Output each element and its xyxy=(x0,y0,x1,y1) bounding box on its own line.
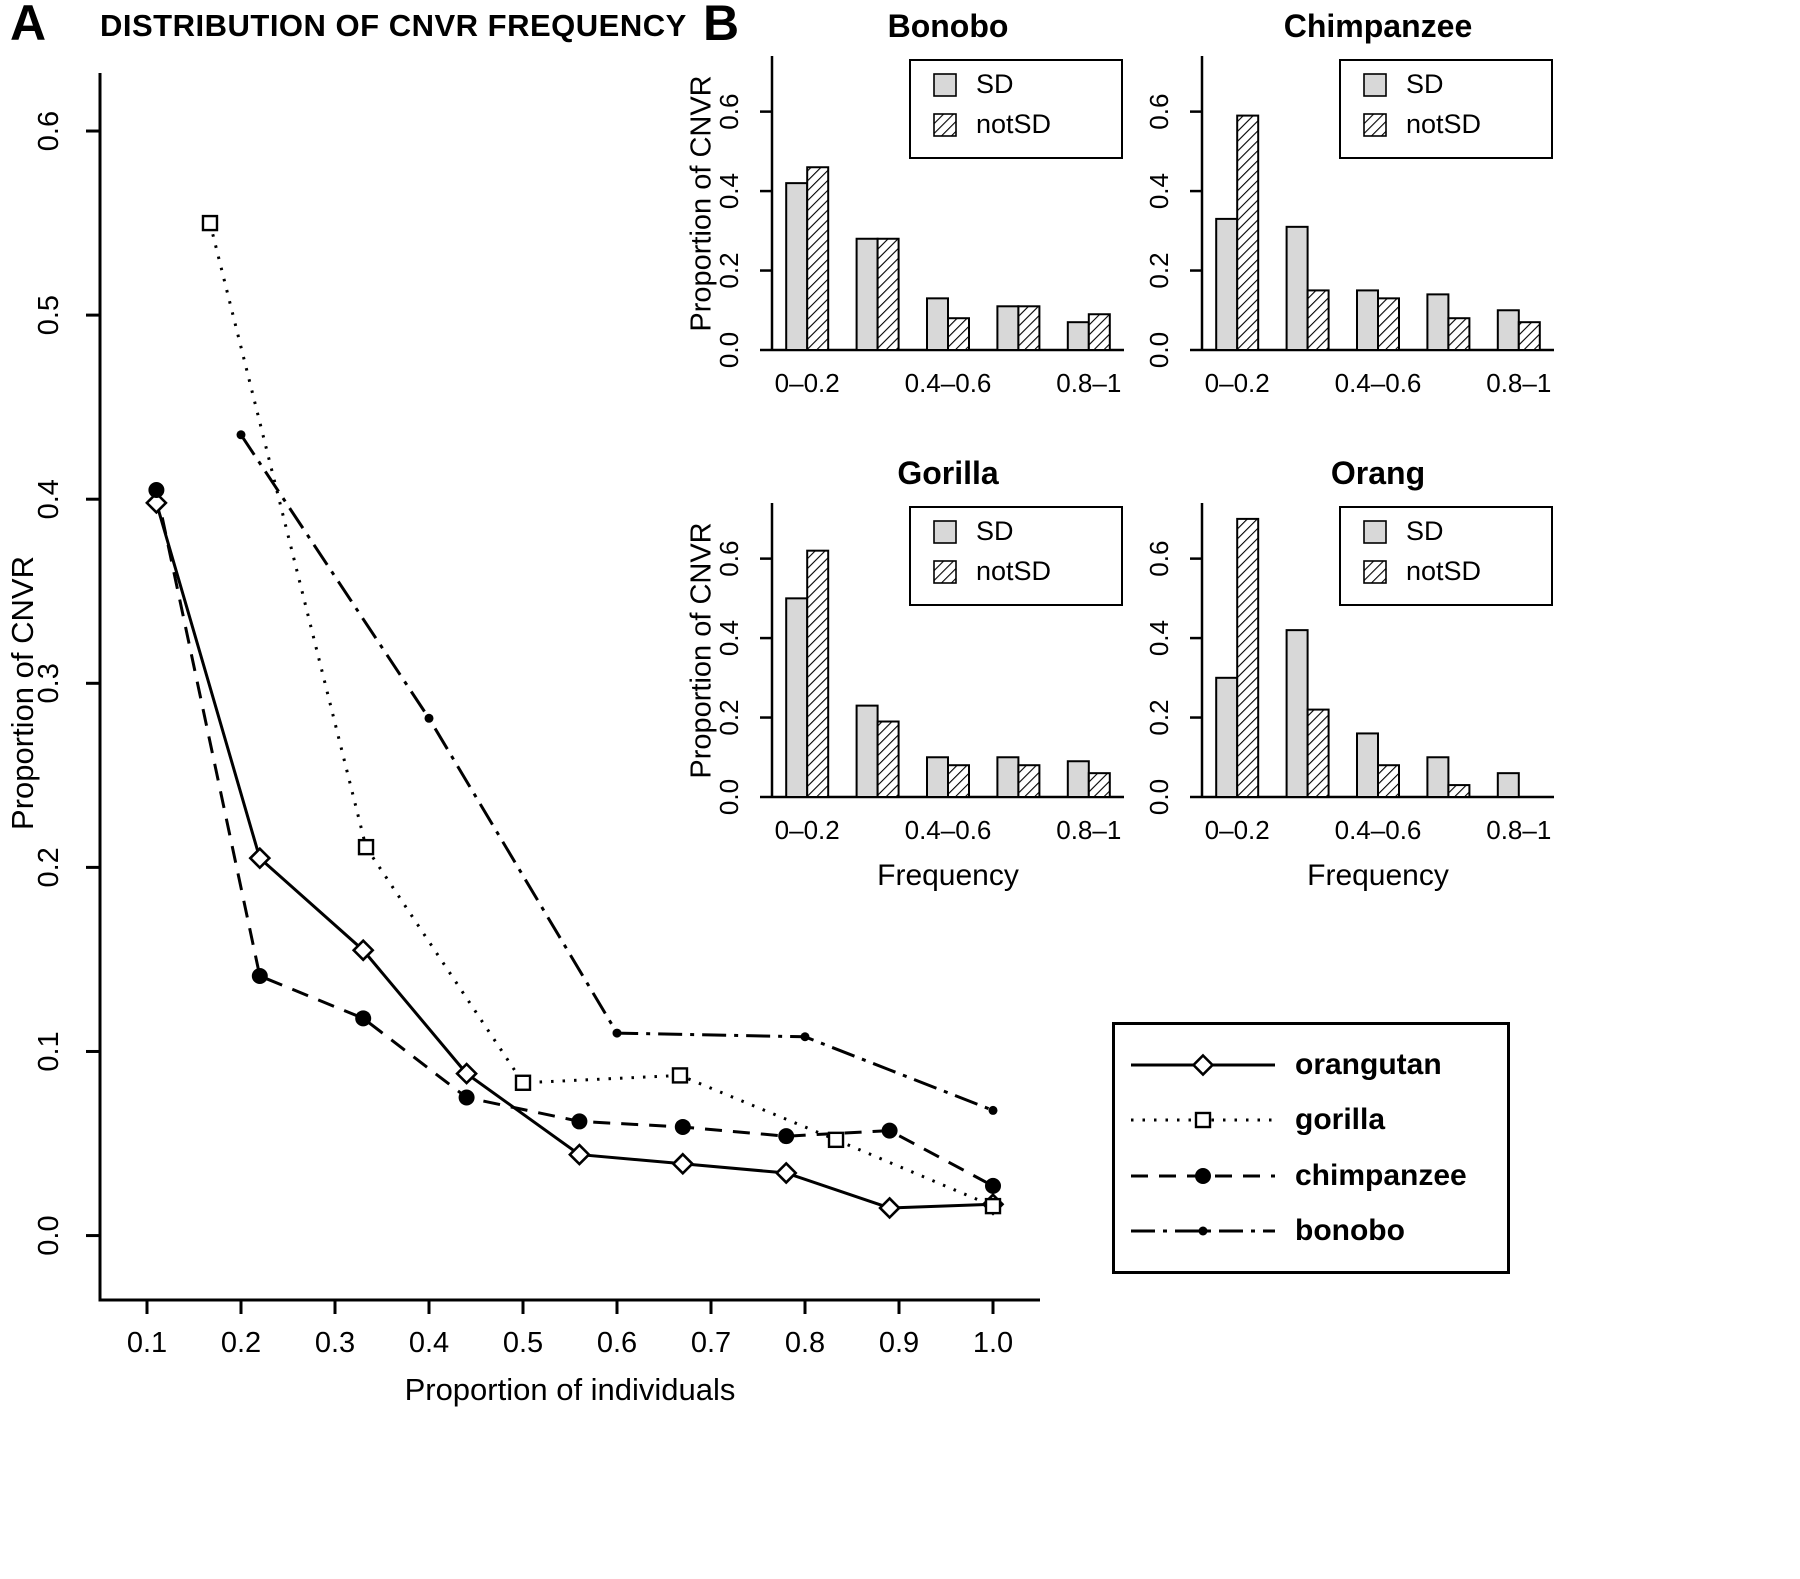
svg-text:0.2: 0.2 xyxy=(714,252,744,288)
svg-text:0.4: 0.4 xyxy=(714,620,744,656)
bar-chart-title: Orang xyxy=(1330,455,1426,491)
legend-item-orangutan: orangutan xyxy=(1123,1045,1499,1085)
svg-text:0.1: 0.1 xyxy=(33,1031,65,1071)
svg-text:0.8–1: 0.8–1 xyxy=(1486,815,1551,845)
panel-a-title: DISTRIBUTION OF CNVR FREQUENCY xyxy=(100,8,687,43)
svg-text:notSD: notSD xyxy=(1406,556,1481,586)
svg-text:0.6: 0.6 xyxy=(1144,541,1174,577)
svg-text:0.0: 0.0 xyxy=(33,1215,65,1255)
y-axis-label-text: Proportion of CNVR xyxy=(685,521,718,779)
svg-text:0.4: 0.4 xyxy=(1144,620,1174,656)
svg-text:0.6: 0.6 xyxy=(597,1327,637,1359)
line-chart-x-axis-label: Proportion of individuals xyxy=(404,1372,736,1407)
svg-text:0.5: 0.5 xyxy=(503,1327,543,1359)
svg-text:SD: SD xyxy=(976,516,1014,546)
bar-chart-y-axis-label xyxy=(1114,56,1150,350)
legend-item-bonobo: bonobo xyxy=(1123,1211,1499,1251)
legend-line-sample-solid xyxy=(1131,1053,1275,1076)
line-chart: 0.1 0.2 0.3 0.4 0.5 0.6 0.7 0.8 0.9 1.0 0.0 0.1 0.2 0… xyxy=(33,73,1040,1359)
svg-text:0.8–1: 0.8–1 xyxy=(1056,815,1121,845)
bar-chart-plot: 0.0 0.2 0.4 0.6 0–0.2 0.4–0.6 0.8–1 SD notSD xyxy=(1144,503,1554,845)
legend-item-chimpanzee: chimpanzee xyxy=(1123,1156,1499,1196)
svg-text:0.4–0.6: 0.4–0.6 xyxy=(905,815,992,845)
legend-label: orangutan xyxy=(1295,1047,1442,1081)
legend-label: gorilla xyxy=(1295,1103,1386,1137)
svg-text:0.2: 0.2 xyxy=(1144,252,1174,288)
panel-b-label: B xyxy=(703,0,740,51)
legend-label: bonobo xyxy=(1295,1214,1405,1248)
legend-line-sample-dashed xyxy=(1131,1167,1275,1184)
svg-text:0–0.2: 0–0.2 xyxy=(775,368,840,398)
svg-text:0–0.2: 0–0.2 xyxy=(1205,368,1270,398)
svg-text:0.4: 0.4 xyxy=(409,1327,449,1359)
svg-text:SD: SD xyxy=(1406,516,1444,546)
svg-text:0.0: 0.0 xyxy=(714,779,744,815)
bar-chart-x-axis-label: Frequency xyxy=(1307,859,1449,892)
legend-line-sample-dashdot xyxy=(1131,1226,1275,1236)
svg-text:0.4: 0.4 xyxy=(714,173,744,209)
svg-text:0.2: 0.2 xyxy=(714,699,744,735)
svg-text:0.0: 0.0 xyxy=(714,332,744,368)
bar-chart-orang: Orang 0.0 0.2 0.4 0.6 0–0.2 0.4–0.6 0.8–1 SD not… xyxy=(1130,455,1560,900)
bar-chart-x-axis-label: Frequency xyxy=(877,859,1019,892)
svg-text:0.3: 0.3 xyxy=(33,663,65,703)
bar-chart-title: Chimpanzee xyxy=(1283,8,1473,44)
svg-text:0.6: 0.6 xyxy=(1144,94,1174,130)
svg-text:0.9: 0.9 xyxy=(879,1327,919,1359)
svg-text:0.5: 0.5 xyxy=(33,295,65,335)
svg-text:0.8: 0.8 xyxy=(785,1327,825,1359)
svg-text:0–0.2: 0–0.2 xyxy=(775,815,840,845)
svg-text:SD: SD xyxy=(976,69,1014,99)
svg-text:0.8–1: 0.8–1 xyxy=(1056,368,1121,398)
svg-text:0.2: 0.2 xyxy=(33,847,65,887)
svg-text:0.6: 0.6 xyxy=(33,111,65,151)
legend-item-gorilla: gorilla xyxy=(1123,1100,1499,1140)
svg-text:0.4–0.6: 0.4–0.6 xyxy=(905,368,992,398)
bar-chart-bonobo: Bonobo 0.0 0.2 0.4 0.6 0–0.2 0.4–0.6 0.8–1 SD no… xyxy=(686,8,1130,453)
svg-text:notSD: notSD xyxy=(1406,109,1481,139)
svg-text:SD: SD xyxy=(1406,69,1444,99)
svg-text:0.6: 0.6 xyxy=(714,94,744,130)
bar-chart-gorilla: Gorilla 0.0 0.2 0.4 0.6 0–0.2 0.4–0.6 0.8–1 SD n… xyxy=(686,455,1130,900)
svg-text:0–0.2: 0–0.2 xyxy=(1205,815,1270,845)
svg-text:0.6: 0.6 xyxy=(714,541,744,577)
svg-text:0.3: 0.3 xyxy=(315,1327,355,1359)
legend-line-sample-dotted xyxy=(1131,1111,1275,1129)
legend-label: chimpanzee xyxy=(1295,1158,1467,1192)
bar-chart-plot: 0.0 0.2 0.4 0.6 0–0.2 0.4–0.6 0.8–1 SD notSD xyxy=(714,56,1124,398)
bar-chart-y-axis-label: Proportion of CNVR xyxy=(684,503,720,797)
bar-chart-plot: 0.0 0.2 0.4 0.6 0–0.2 0.4–0.6 0.8–1 SD notSD xyxy=(1144,56,1554,398)
svg-text:0.4: 0.4 xyxy=(33,479,65,519)
y-axis-label-text: Proportion of CNVR xyxy=(5,555,41,830)
bar-chart-y-axis-label: Proportion of CNVR xyxy=(684,56,720,350)
svg-text:0.4: 0.4 xyxy=(1144,173,1174,209)
svg-text:0.0: 0.0 xyxy=(1144,779,1174,815)
svg-text:0.1: 0.1 xyxy=(127,1327,167,1359)
y-axis-label-text: Proportion of CNVR xyxy=(685,74,718,332)
bar-chart-plot: 0.0 0.2 0.4 0.6 0–0.2 0.4–0.6 0.8–1 SD notSD xyxy=(714,503,1124,845)
svg-text:0.2: 0.2 xyxy=(1144,699,1174,735)
bar-chart-title: Bonobo xyxy=(887,8,1009,44)
svg-text:0.8–1: 0.8–1 xyxy=(1486,368,1551,398)
svg-text:0.4–0.6: 0.4–0.6 xyxy=(1335,815,1422,845)
panel-a-label: A xyxy=(10,0,47,51)
svg-text:1.0: 1.0 xyxy=(973,1327,1013,1359)
svg-text:0.0: 0.0 xyxy=(1144,332,1174,368)
bar-chart-y-axis-label xyxy=(1114,503,1150,797)
svg-text:0.7: 0.7 xyxy=(691,1327,731,1359)
line-chart-legend: orangutan gorilla chimpanzee bonobo xyxy=(1112,1022,1510,1274)
line-chart-y-axis-label: Proportion of CNVR xyxy=(2,85,44,1300)
svg-text:notSD: notSD xyxy=(976,556,1051,586)
bar-chart-chimpanzee: Chimpanzee 0.0 0.2 0.4 0.6 0–0.2 0.4–0.6 0.8–1… xyxy=(1130,8,1560,453)
svg-text:0.4–0.6: 0.4–0.6 xyxy=(1335,368,1422,398)
bar-chart-title: Gorilla xyxy=(897,455,999,491)
svg-text:notSD: notSD xyxy=(976,109,1051,139)
svg-text:0.2: 0.2 xyxy=(221,1327,261,1359)
